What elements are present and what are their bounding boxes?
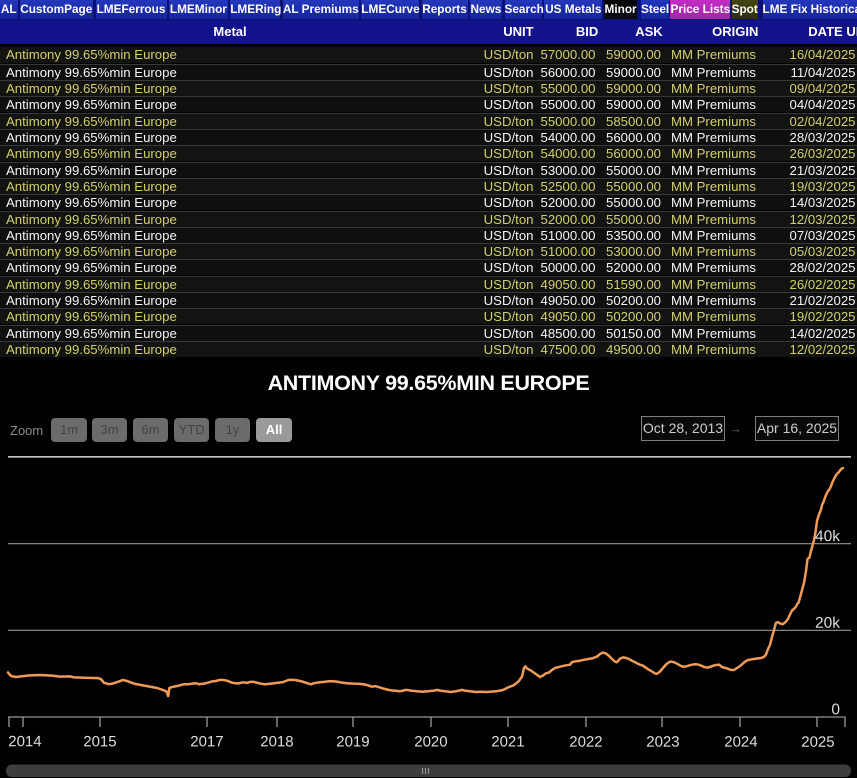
svg-text:2019: 2019 [336,733,369,750]
svg-text:2024: 2024 [724,734,757,751]
svg-text:2017: 2017 [190,733,223,750]
svg-text:2022: 2022 [569,734,602,751]
svg-text:2020: 2020 [414,734,447,751]
svg-text:2014: 2014 [8,733,41,750]
svg-text:0: 0 [831,701,840,718]
svg-text:40k: 40k [815,528,840,545]
svg-text:2018: 2018 [260,733,293,750]
svg-text:2025: 2025 [801,734,834,751]
svg-text:2021: 2021 [491,734,524,751]
svg-text:20k: 20k [815,615,840,632]
svg-text:2015: 2015 [83,733,116,750]
svg-text:2023: 2023 [646,734,679,751]
